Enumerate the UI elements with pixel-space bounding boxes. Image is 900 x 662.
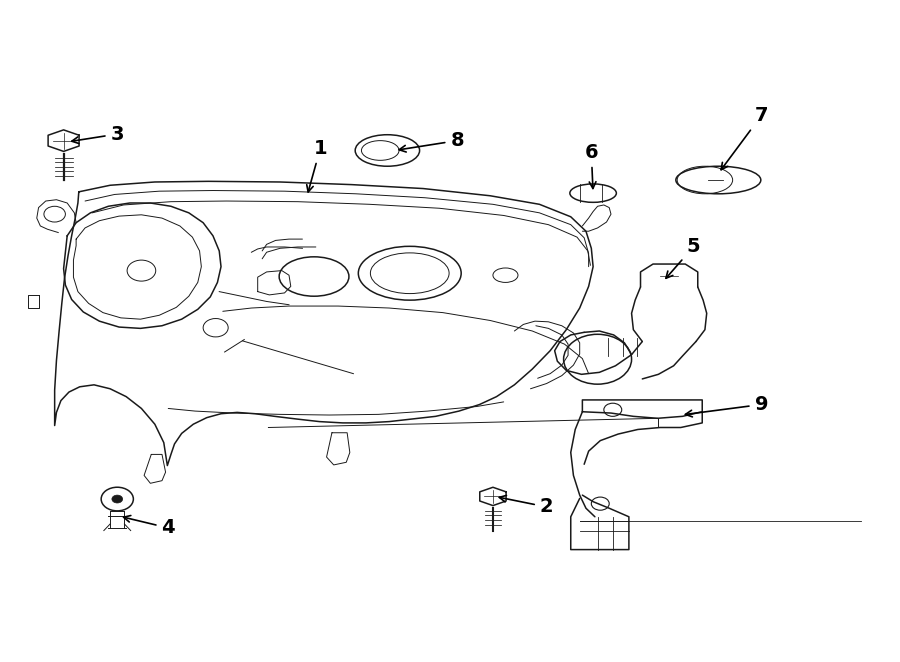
Text: 4: 4 — [123, 516, 176, 538]
Text: 7: 7 — [721, 106, 768, 169]
Text: 9: 9 — [686, 395, 768, 417]
Text: 6: 6 — [584, 143, 598, 189]
Text: 3: 3 — [72, 124, 124, 144]
Text: 1: 1 — [307, 139, 327, 192]
Circle shape — [112, 495, 122, 503]
Text: 5: 5 — [666, 238, 700, 278]
Text: 2: 2 — [500, 495, 554, 516]
Text: 8: 8 — [399, 131, 464, 152]
